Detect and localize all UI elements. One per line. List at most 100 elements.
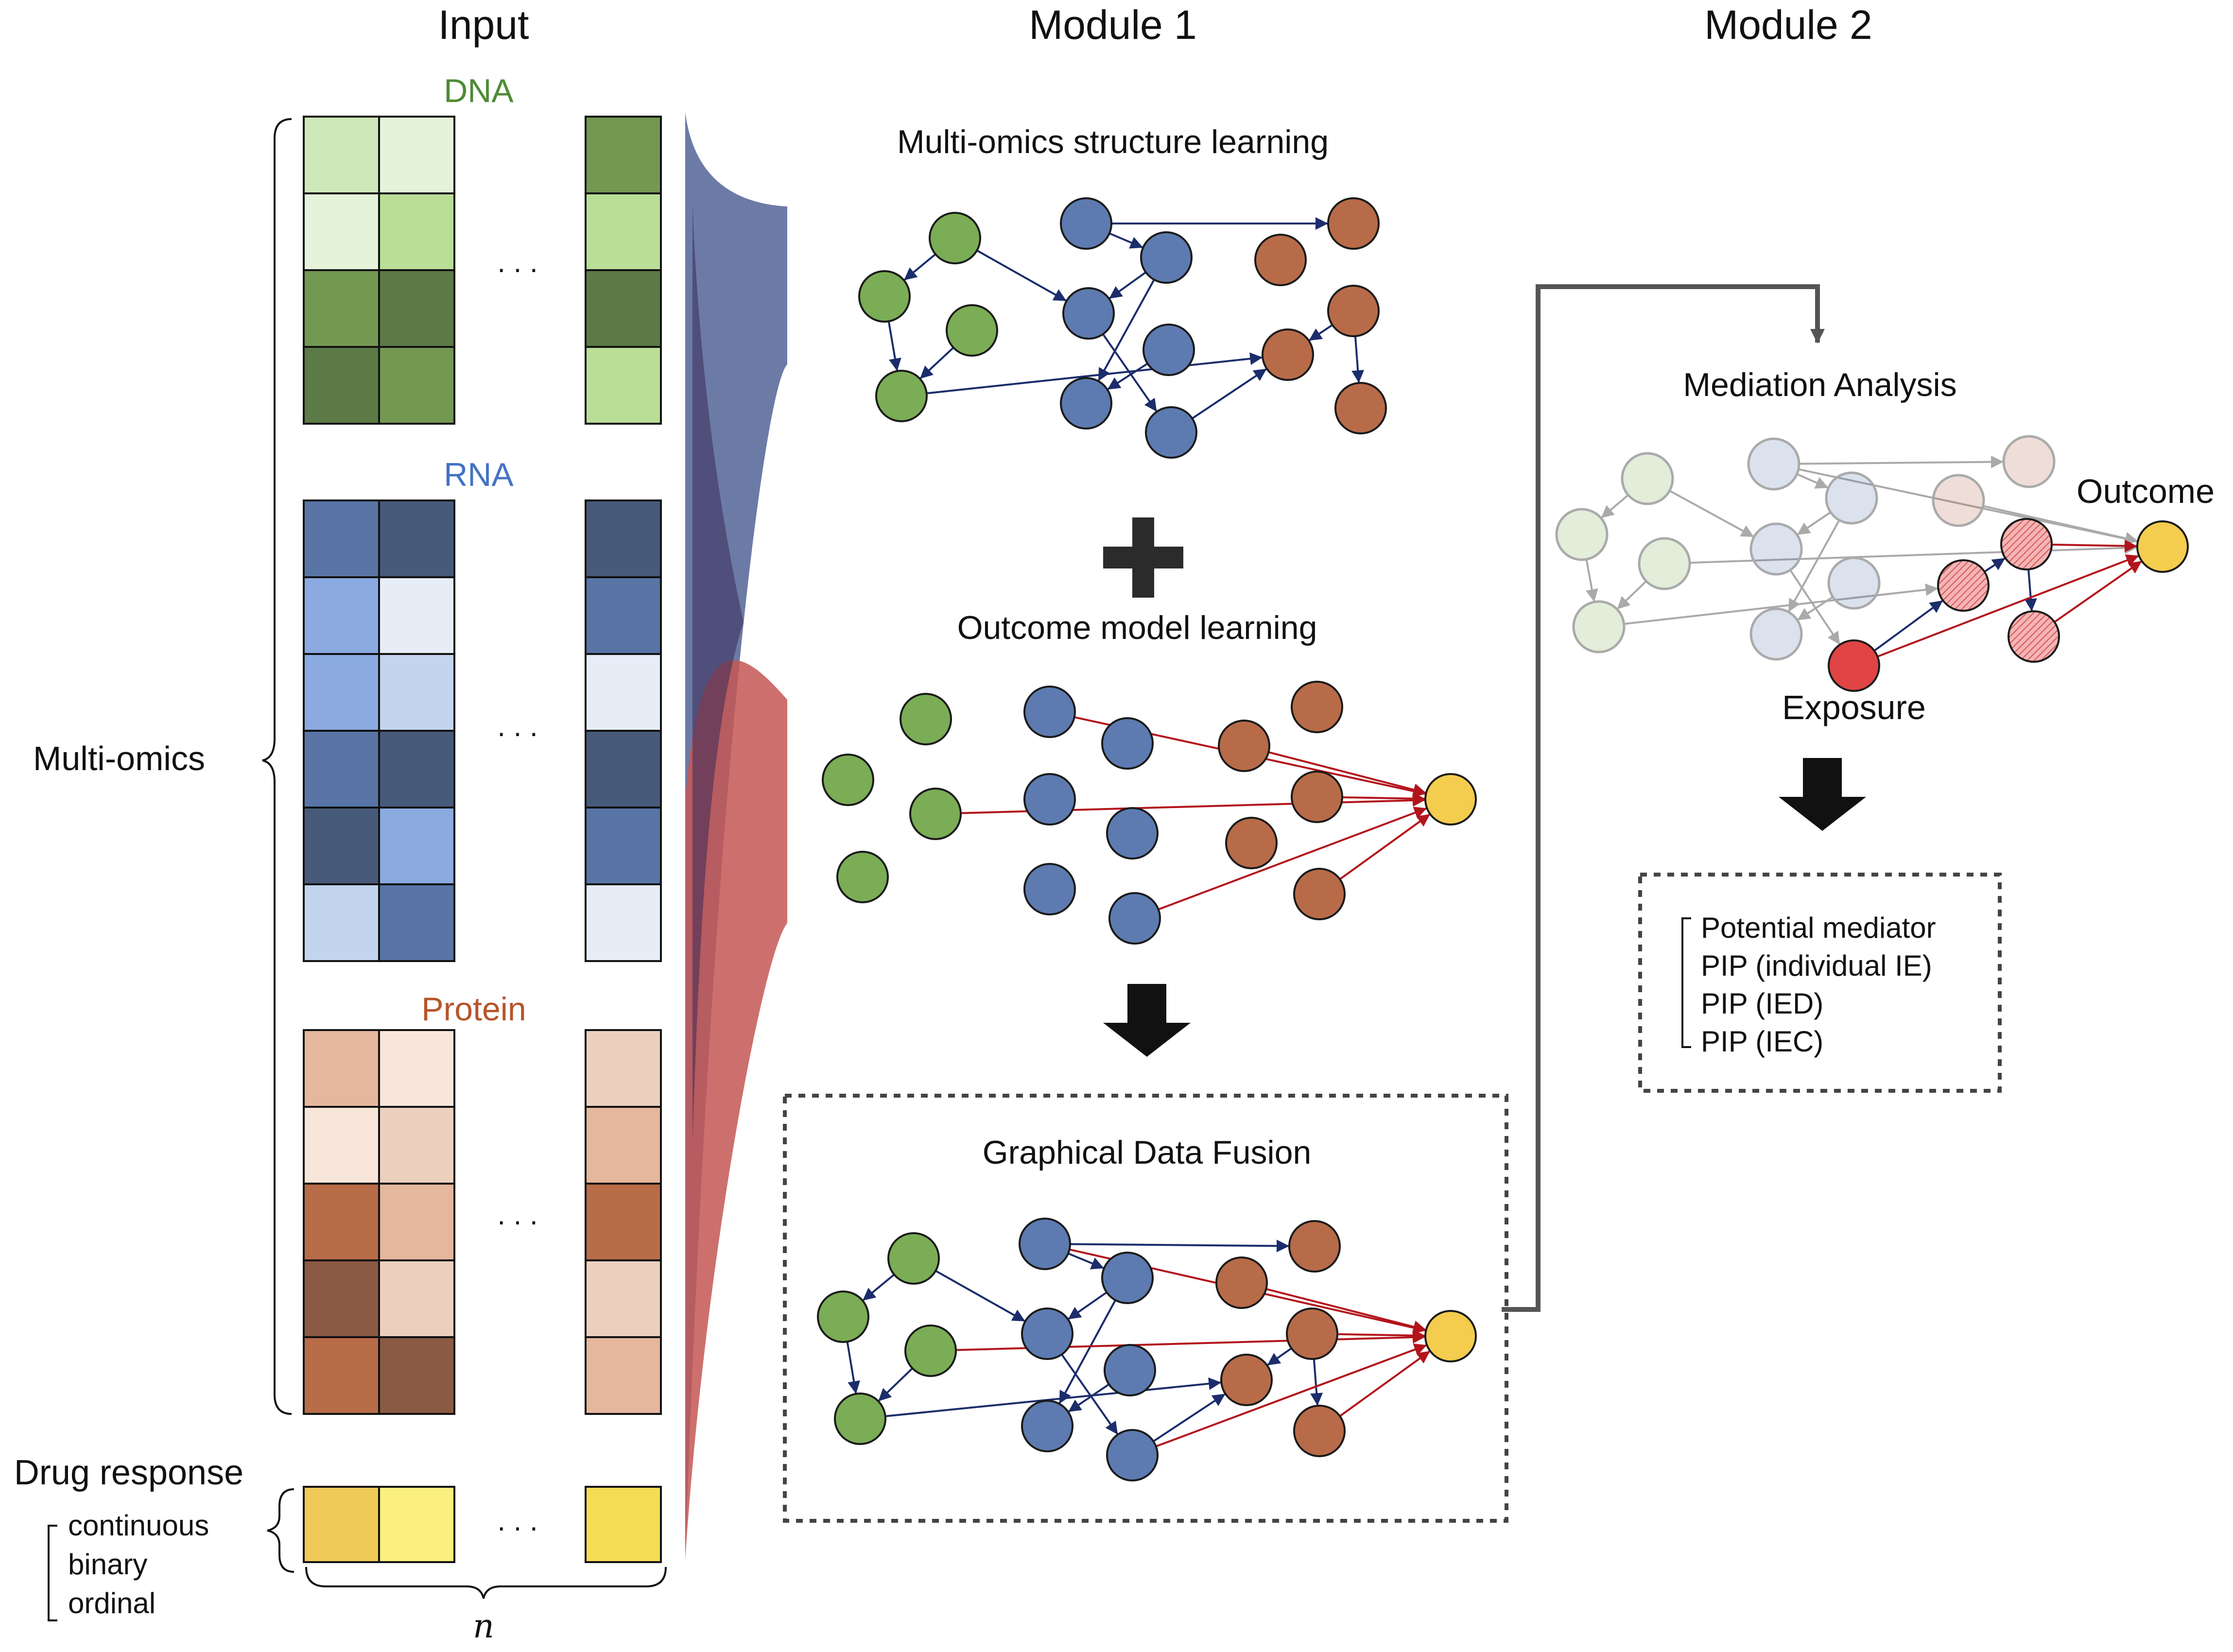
dna-cell [378,192,455,271]
rna-node [1106,807,1159,860]
graph-edge [863,1273,895,1301]
graph-edge [1068,1383,1110,1412]
protein-node [1262,328,1314,381]
graph-edge [1068,1291,1108,1320]
protein-node [1327,285,1380,337]
graph-edge [1984,557,2006,573]
protein-cell [303,1183,380,1261]
dna-node [929,212,981,264]
protein-cell [585,1183,662,1261]
graph-edge [1797,511,1832,535]
fusion-ribbon [685,112,787,1560]
fusion-title: Graphical Data Fusion [983,1134,1312,1171]
outcome-edge [1268,751,1426,796]
graph-edge [1788,519,1840,612]
rna-cell [585,730,662,809]
protein-node [1215,1256,1268,1309]
drug-ellipsis: . . . [497,1504,537,1537]
graph-edge [1873,600,1943,652]
dna-node [1638,537,1691,590]
rna-node [1062,287,1115,340]
plus-sign [1103,517,1183,598]
protein-node [1327,197,1380,250]
drug-type-bracket [48,1525,57,1621]
rna-node [1023,863,1076,915]
rna-node [1108,892,1161,945]
rna-cell [378,883,455,962]
graph-edge [1058,1299,1117,1404]
graph-edge [1310,1359,1323,1406]
dna-title: DNA [444,72,514,109]
protein-cell [585,1259,662,1338]
dna-node [946,304,998,357]
rna-cell [378,807,455,885]
rna-cell [378,499,455,578]
dna-matrix [303,116,662,425]
protein-cell [378,1029,455,1108]
graph-edge [1798,468,2138,545]
dna-node [822,754,874,806]
drug-type-binary: binary [68,1548,147,1581]
rna-cell [303,883,380,962]
protein-cell [378,1106,455,1185]
multi-omics-label: Multi-omics [33,740,205,777]
rna-cell [585,576,662,655]
protein-node [1932,474,1985,527]
result-pip-individual: PIP (individual IE) [1701,949,1932,982]
dna-node [817,1291,869,1343]
outcome-edge [1265,1288,1426,1333]
dna-node [834,1393,886,1445]
dna-cell [303,346,380,425]
multi-omics-brace [262,118,292,1415]
rna-cell [303,499,380,578]
dna-cell [585,116,662,194]
graph-edge [1061,1354,1118,1435]
protein-cell [378,1336,455,1415]
dna-cell [378,116,455,194]
outcome-edge [1877,554,2139,658]
drug-response-label: Drug response [14,1453,243,1492]
outcome-node [2136,520,2189,573]
graph-edge [878,1367,913,1401]
structure-graph [858,197,1387,459]
n-label: n [473,1607,494,1646]
protein-node [1254,234,1307,286]
dna-node [875,370,928,422]
graph-edge [885,1377,1222,1417]
protein-cell [378,1183,455,1261]
input-header: Input [438,2,529,48]
protein-title: Protein [421,991,526,1028]
protein-cell [585,1106,662,1185]
outcome-edge [1342,792,1426,805]
protein-cell [378,1259,455,1338]
rna-node [1101,717,1154,770]
graph-edge [1102,333,1157,412]
protein-node [2002,435,2056,488]
dna-node [1621,452,1674,505]
outcome-edge [1158,807,1427,911]
graph-edge [846,1341,860,1394]
protein-node [1288,1220,1341,1273]
graph-edge [1789,569,1840,645]
graph-edge [1351,336,1365,383]
rna-node [1145,406,1197,459]
drug-type-ordinal: ordinal [68,1587,156,1619]
graph-edge [1983,505,2138,545]
protein-node [1293,868,1346,920]
dna-cell [585,269,662,348]
dna-cell [585,192,662,271]
outcome-edge [2054,561,2142,623]
rna-ellipsis: . . . [497,710,537,742]
outcome-label: Outcome [2077,472,2215,510]
graph-edge [1109,271,1146,299]
outcome-graph [822,681,1477,945]
rna-node [1021,1308,1073,1360]
module1-header: Module 1 [1029,2,1197,48]
graph-edge [1070,1239,1290,1253]
protein-node [1293,1405,1346,1457]
graph-edge [1309,324,1333,341]
rna-node [1749,607,1803,661]
graph-edge [1068,1252,1104,1270]
rna-node [1140,231,1193,284]
graph-edge [1799,455,2004,468]
